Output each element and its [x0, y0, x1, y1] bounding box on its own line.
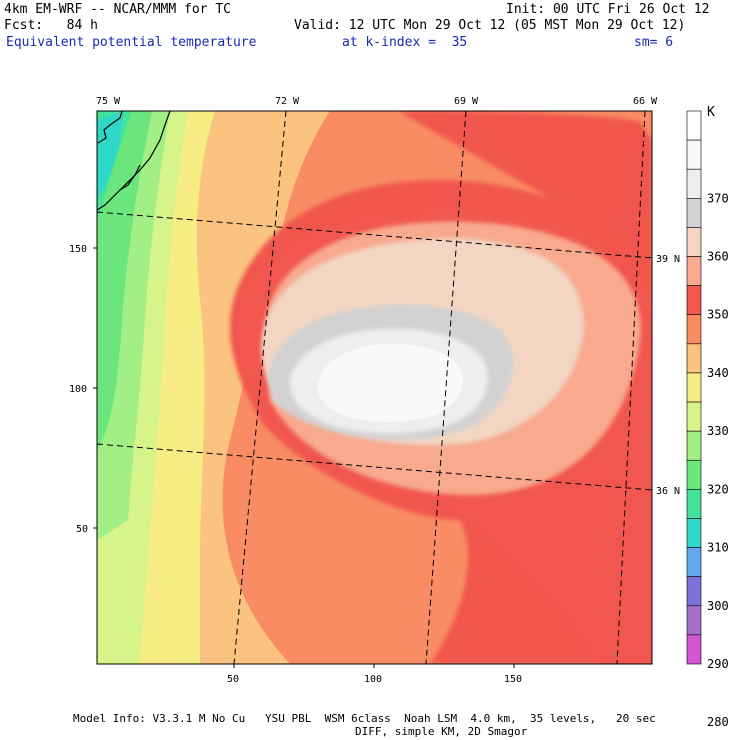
lon-label-66w: 66 W [633, 96, 658, 107]
colorbar-swatch [686, 576, 702, 607]
colorbar-swatch [686, 139, 702, 170]
lon-label-72w: 72 W [275, 96, 300, 107]
field-name: Equivalent potential temperature [6, 35, 257, 50]
colorbar-swatch [686, 168, 702, 199]
colorbar-swatch [686, 459, 702, 490]
colorbar-label: 350 [707, 308, 729, 322]
colorbar-swatch [686, 285, 702, 316]
colorbar-swatch [686, 256, 702, 286]
field-band-365 [317, 343, 463, 423]
colorbar-swatch [686, 110, 702, 141]
frame-ticks [93, 247, 515, 668]
colorbar-swatch [686, 489, 702, 519]
y-tick-150: 150 [69, 244, 87, 255]
colorbar-label: 310 [707, 541, 729, 555]
lon-label-69w: 69 W [454, 96, 479, 107]
colorbar-label: 370 [707, 191, 729, 205]
field-band-305 [97, 111, 152, 450]
colorbar-label: 280 [707, 715, 729, 729]
model-info-line1: Model Info: V3.3.1 M No Cu YSU PBL WSM 6… [73, 712, 656, 725]
colorbar-label: 320 [707, 482, 729, 496]
colorbar-label: 300 [707, 599, 729, 613]
colorbar-unit: K [707, 105, 715, 120]
x-tick-50: 50 [227, 674, 239, 685]
x-tick-100: 100 [364, 674, 382, 685]
model-title: 4km EM-WRF -- NCAR/MMM for TC [4, 2, 231, 17]
colorbar-swatch [686, 314, 702, 345]
field-band-295 [97, 111, 124, 200]
colorbar-swatch [686, 372, 702, 403]
coastline [96, 110, 171, 211]
level-label: at k-index = 35 [342, 35, 468, 50]
colorbar-swatch [686, 547, 702, 577]
lat-label-36n: 36 N [656, 486, 680, 497]
lat-label-39n: 39 N [656, 254, 680, 265]
smoothing-label: sm= 6 [634, 35, 674, 50]
colorbar-label: 360 [707, 250, 729, 264]
colorbar-swatch [686, 343, 702, 374]
colorbar [686, 110, 702, 665]
y-tick-100: 100 [69, 384, 87, 395]
colorbar-swatch [686, 634, 702, 665]
colorbar-swatch [686, 605, 702, 636]
lon-label-75w: 75 W [96, 96, 121, 107]
init-time: Init: 00 UTC Fri 26 Oct 12 [506, 2, 710, 17]
colorbar-label: 290 [707, 657, 729, 671]
forecast-hour: Fcst: 84 h [4, 18, 98, 33]
colorbar-swatch [686, 518, 702, 548]
colorbar-labels: 370 360 350 340 330 320 310 300 290 280 [707, 191, 729, 729]
y-tick-50: 50 [76, 524, 88, 535]
lat-lon-grid [97, 111, 652, 664]
colorbar-swatch [686, 198, 702, 228]
x-tick-150: 150 [504, 674, 522, 685]
colorbar-label: 340 [707, 366, 729, 380]
colorbar-swatch [686, 430, 702, 461]
temperature-field [97, 111, 652, 664]
valid-time: Valid: 12 UTC Mon 29 Oct 12 (05 MST Mon … [294, 18, 686, 33]
colorbar-swatch [686, 227, 702, 257]
colorbar-label: 330 [707, 424, 729, 438]
model-info-line2: DIFF, simple KM, 2D Smagor [355, 725, 528, 738]
colorbar-swatch [686, 401, 702, 432]
